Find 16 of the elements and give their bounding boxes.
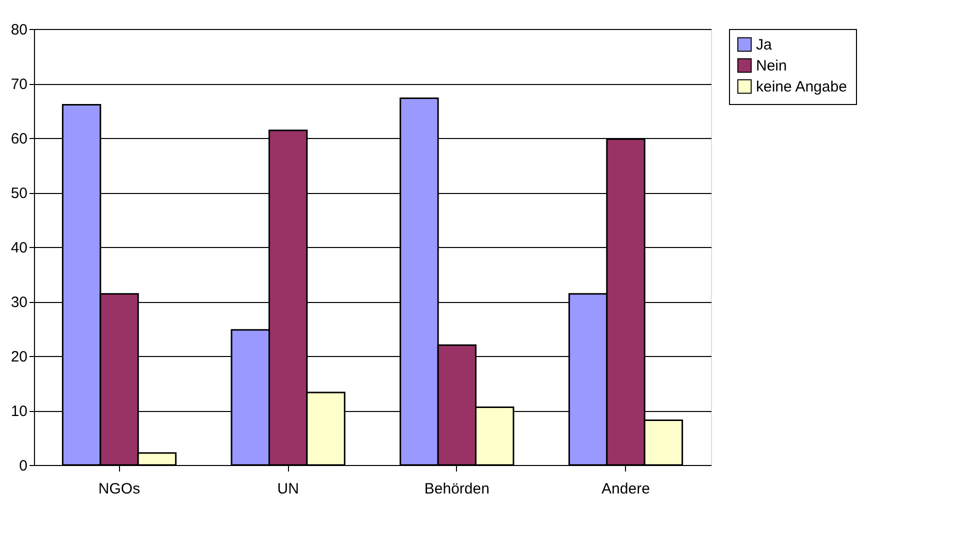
x-tick-label: Behörden <box>424 480 490 498</box>
y-tick-label: 30 <box>10 294 28 311</box>
legend-label: Nein <box>756 58 787 74</box>
y-tick-label: 60 <box>10 130 28 148</box>
legend-label: Ja <box>756 36 772 54</box>
y-tick-label: 10 <box>10 403 28 420</box>
y-tick-label: 80 <box>10 22 28 38</box>
x-tick-label: Andere <box>602 480 650 498</box>
x-tick-label: NGOs <box>98 480 140 498</box>
y-tick-label: 40 <box>10 240 28 256</box>
legend-label: keine Angabe <box>756 78 847 96</box>
x-tick-label: UN <box>277 480 299 498</box>
y-tick-label: 50 <box>10 185 28 202</box>
y-tick-label: 0 <box>19 458 28 474</box>
y-tick-label: 20 <box>10 348 28 366</box>
y-tick-label: 70 <box>10 76 28 93</box>
